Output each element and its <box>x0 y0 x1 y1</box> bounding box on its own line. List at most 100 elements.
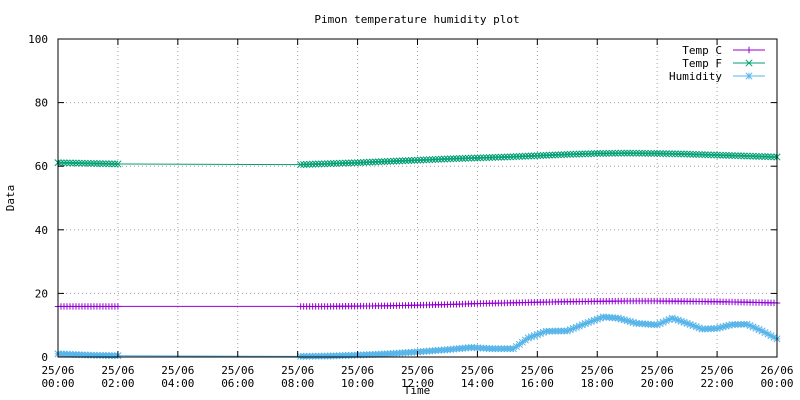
data-point <box>521 152 529 160</box>
data-point <box>512 343 520 351</box>
y-tick-label: 0 <box>41 351 48 364</box>
data-point <box>734 152 742 160</box>
data-point <box>315 160 323 168</box>
data-point <box>312 160 320 168</box>
data-point <box>512 153 520 161</box>
data-point <box>503 153 511 161</box>
data-point <box>345 159 353 167</box>
data-point <box>336 159 344 167</box>
data-point <box>425 156 434 164</box>
data-point <box>668 150 676 158</box>
series-layer <box>54 149 781 360</box>
data-point <box>755 326 763 334</box>
data-point <box>620 149 628 157</box>
data-point <box>596 314 604 322</box>
data-point <box>731 152 739 160</box>
data-point <box>752 324 760 332</box>
data-point <box>476 154 484 162</box>
data-point <box>593 149 601 158</box>
data-point <box>102 160 110 168</box>
data-point <box>431 155 440 163</box>
data-point <box>563 327 571 335</box>
data-point <box>69 159 77 167</box>
data-point <box>66 159 74 167</box>
data-point <box>527 152 535 160</box>
data-point <box>413 156 422 164</box>
data-point <box>324 160 332 168</box>
data-point <box>416 156 425 164</box>
data-point <box>770 333 778 341</box>
data-point <box>452 155 460 163</box>
data-point <box>728 151 736 160</box>
data-point <box>578 321 586 329</box>
data-point <box>593 315 601 323</box>
y-tick-label: 60 <box>35 160 48 173</box>
data-point <box>93 159 101 168</box>
data-point <box>63 159 71 167</box>
data-point <box>692 323 700 331</box>
data-point <box>407 156 416 164</box>
data-point <box>518 338 526 346</box>
x-tick-label-time: 02:00 <box>101 377 134 390</box>
data-point <box>566 150 574 158</box>
x-tick-label-date: 25/06 <box>701 364 734 377</box>
data-point <box>710 151 718 159</box>
x-tick-label-time: 20:00 <box>641 377 674 390</box>
data-point <box>342 159 350 167</box>
x-axis-label: Time <box>404 384 431 397</box>
data-point <box>725 151 733 160</box>
data-point <box>764 153 772 161</box>
data-point <box>617 149 625 157</box>
data-point <box>114 303 122 310</box>
data-point <box>96 160 104 168</box>
data-point <box>458 154 466 162</box>
data-point <box>746 152 754 160</box>
data-point <box>386 157 395 165</box>
data-point <box>656 319 664 328</box>
data-point <box>578 150 586 158</box>
data-point <box>539 328 547 336</box>
data-point <box>617 315 625 323</box>
x-tick-label-time: 16:00 <box>521 377 554 390</box>
data-point <box>533 331 541 339</box>
data-point <box>449 155 458 163</box>
data-point <box>647 149 655 157</box>
data-point <box>584 150 592 158</box>
data-point <box>542 151 550 159</box>
data-point <box>527 333 535 341</box>
data-point <box>674 150 682 158</box>
data-point <box>746 322 754 330</box>
data-point <box>713 151 721 159</box>
data-point <box>695 324 703 332</box>
data-point <box>764 330 772 338</box>
data-point <box>515 152 523 161</box>
data-point <box>623 149 631 157</box>
data-point <box>72 159 80 167</box>
data-point <box>572 323 580 331</box>
data-point <box>488 153 496 162</box>
data-point <box>611 149 619 157</box>
data-point <box>569 324 577 333</box>
data-point <box>680 318 688 326</box>
data-point <box>701 151 709 159</box>
x-tick-label-date: 25/06 <box>341 364 374 377</box>
data-point <box>623 317 631 325</box>
x-tick-label-time: 18:00 <box>581 377 614 390</box>
x-tick-label-date: 26/06 <box>760 364 793 377</box>
data-point <box>401 157 410 165</box>
x-tick-label-date: 25/06 <box>401 364 434 377</box>
data-point <box>743 152 751 160</box>
x-tick-label-time: 00:00 <box>760 377 793 390</box>
grid-lines <box>58 39 777 357</box>
data-point <box>99 160 107 168</box>
data-point <box>662 150 670 158</box>
data-point <box>599 149 607 157</box>
legend-label: Temp C <box>682 44 722 57</box>
data-point <box>455 154 463 163</box>
data-point <box>377 158 386 166</box>
data-point <box>635 149 643 157</box>
data-point <box>677 317 685 325</box>
legend-label: Temp F <box>682 57 722 70</box>
data-point <box>339 159 347 167</box>
